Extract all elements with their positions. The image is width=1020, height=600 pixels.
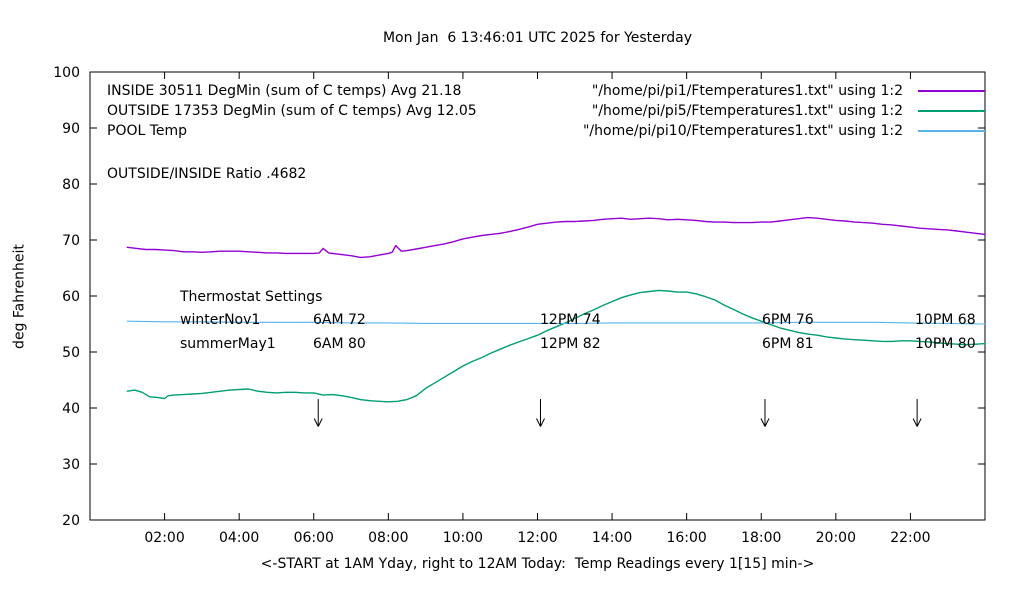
thermostat-summer-season: summerMay1 bbox=[180, 336, 276, 352]
series-line-pool bbox=[126, 320, 986, 325]
legend-line-sample-outside bbox=[918, 110, 985, 112]
series-line-inside bbox=[126, 216, 986, 259]
chart-title: Mon Jan 6 13:46:01 UTC 2025 for Yesterda… bbox=[382, 30, 693, 46]
legend-label-outside: OUTSIDE 17353 DegMin (sum of C temps) Av… bbox=[107, 103, 477, 119]
y-tick-label: 20 bbox=[62, 513, 80, 529]
x-tick-label: 02:00 bbox=[144, 530, 184, 546]
legend-source-outside: "/home/pi/pi5/Ftemperatures1.txt" using … bbox=[591, 103, 903, 119]
x-tick-label: 16:00 bbox=[666, 530, 706, 546]
legend-line-sample-inside bbox=[918, 90, 985, 92]
thermostat-summer-6pm: 6PM 81 bbox=[762, 336, 814, 352]
x-axis-label: <-START at 1AM Yday, right to 12AM Today… bbox=[260, 556, 815, 572]
x-tick-label: 12:00 bbox=[517, 530, 557, 546]
thermostat-summer-6am: 6AM 80 bbox=[313, 336, 366, 352]
thermostat-winter-6pm: 6PM 76 bbox=[762, 312, 814, 328]
legend-label-inside: INSIDE 30511 DegMin (sum of C temps) Avg… bbox=[107, 83, 462, 99]
legend-source-pool: "/home/pi/pi10/Ftemperatures1.txt" using… bbox=[582, 123, 903, 139]
x-tick-label: 08:00 bbox=[368, 530, 408, 546]
legend-line-sample-pool bbox=[918, 130, 985, 132]
x-tick-label: 04:00 bbox=[219, 530, 259, 546]
y-tick-label: 30 bbox=[62, 457, 80, 473]
legend-label-pool: POOL Temp bbox=[107, 123, 188, 139]
thermostat-winter-6am: 6AM 72 bbox=[313, 312, 366, 328]
thermostat-summer-10pm: 10PM 80 bbox=[915, 336, 976, 352]
y-tick-label: 80 bbox=[62, 177, 80, 193]
legend-source-inside: "/home/pi/pi1/Ftemperatures1.txt" using … bbox=[591, 83, 903, 99]
thermostat-settings-heading: Thermostat Settings bbox=[180, 289, 323, 305]
y-tick-label: 90 bbox=[62, 121, 80, 137]
y-tick-label: 70 bbox=[62, 233, 80, 249]
y-tick-label: 100 bbox=[53, 65, 80, 81]
outside-inside-ratio-text: OUTSIDE/INSIDE Ratio .4682 bbox=[107, 166, 307, 182]
series-line-outside bbox=[126, 289, 986, 403]
y-tick-label: 60 bbox=[62, 289, 80, 305]
x-tick-label: 06:00 bbox=[294, 530, 334, 546]
y-tick-label: 40 bbox=[62, 401, 80, 417]
thermostat-winter-12pm: 12PM 74 bbox=[540, 312, 601, 328]
thermostat-winter-10pm: 10PM 68 bbox=[915, 312, 976, 328]
x-tick-label: 20:00 bbox=[816, 530, 856, 546]
thermostat-summer-row: summerMay1 6AM 80 12PM 82 6PM 81 10PM 80 bbox=[0, 336, 1020, 354]
thermostat-summer-12pm: 12PM 82 bbox=[540, 336, 601, 352]
x-tick-label: 10:00 bbox=[443, 530, 483, 546]
y-axis-label: deg Fahrenheit bbox=[11, 244, 28, 349]
thermostat-winter-season: winterNov1 bbox=[180, 312, 261, 328]
x-tick-label: 18:00 bbox=[741, 530, 781, 546]
y-tick-label: 50 bbox=[62, 345, 80, 361]
x-tick-label: 22:00 bbox=[890, 530, 930, 546]
x-tick-label: 14:00 bbox=[592, 530, 632, 546]
thermostat-winter-row: winterNov1 6AM 72 12PM 74 6PM 76 10PM 68 bbox=[0, 312, 1020, 330]
